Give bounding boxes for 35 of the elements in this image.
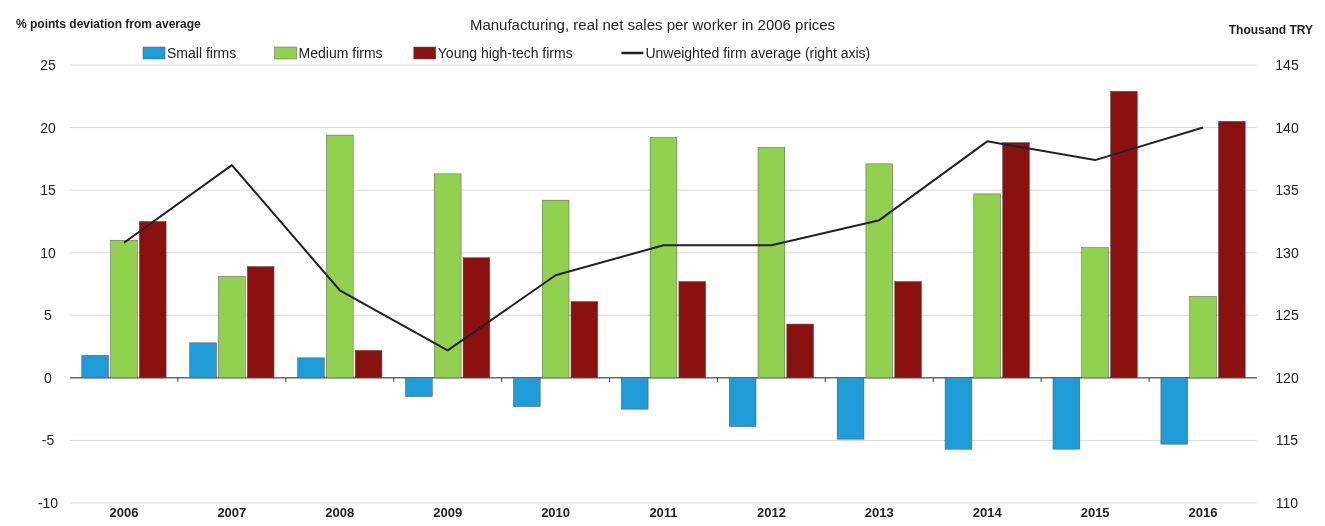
y2-tick-label: 120 [1275,369,1299,386]
y2-axis-title: Thousand TRY [1228,23,1313,37]
y-axis-title: % points deviation from average [16,17,202,31]
x-tick-label: 2012 [756,505,786,520]
x-tick-label: 2007 [217,505,247,520]
legend-label: Medium firms [298,45,383,61]
x-tick-label: 2008 [325,505,355,520]
x-tick-label: 2014 [972,505,1003,520]
x-tick-label: 2013 [864,505,894,520]
y-tick-label: 0 [44,369,53,386]
y-tick-label: 20 [40,119,56,136]
x-tick-label: 2010 [541,505,571,520]
y2-tick-label: 130 [1275,244,1299,261]
y-tick-label: 5 [44,307,53,324]
line-series [122,126,1205,352]
legend-label: Young high-tech firms [437,45,573,61]
x-tick-label: 2015 [1080,505,1110,520]
y2-tick-label: 110 [1275,495,1299,511]
legend-label: Unweighted firm average (right axis) [645,45,871,61]
x-tick-label: 2006 [109,505,139,520]
y-tick-label: 15 [40,182,56,199]
chart-title: Manufacturing, real net sales per worker in 2006 prices [469,16,836,33]
legend-label: Small firms [167,45,237,61]
y-tick-label: -5 [41,432,55,449]
y2-tick-label: 145 [1275,57,1299,73]
y-tick-label: -10 [37,495,59,511]
y-tick-label: 25 [40,57,56,73]
x-tick-label: 2016 [1188,505,1218,520]
y2-tick-label: 140 [1275,119,1299,136]
x-tick-label: 2009 [433,505,463,520]
y2-tick-label: 125 [1275,307,1299,324]
y2-tick-label: 115 [1275,432,1299,449]
x-tick-label: 2011 [649,505,678,520]
y2-tick-label: 135 [1275,182,1299,199]
y-tick-label: 10 [40,244,56,261]
